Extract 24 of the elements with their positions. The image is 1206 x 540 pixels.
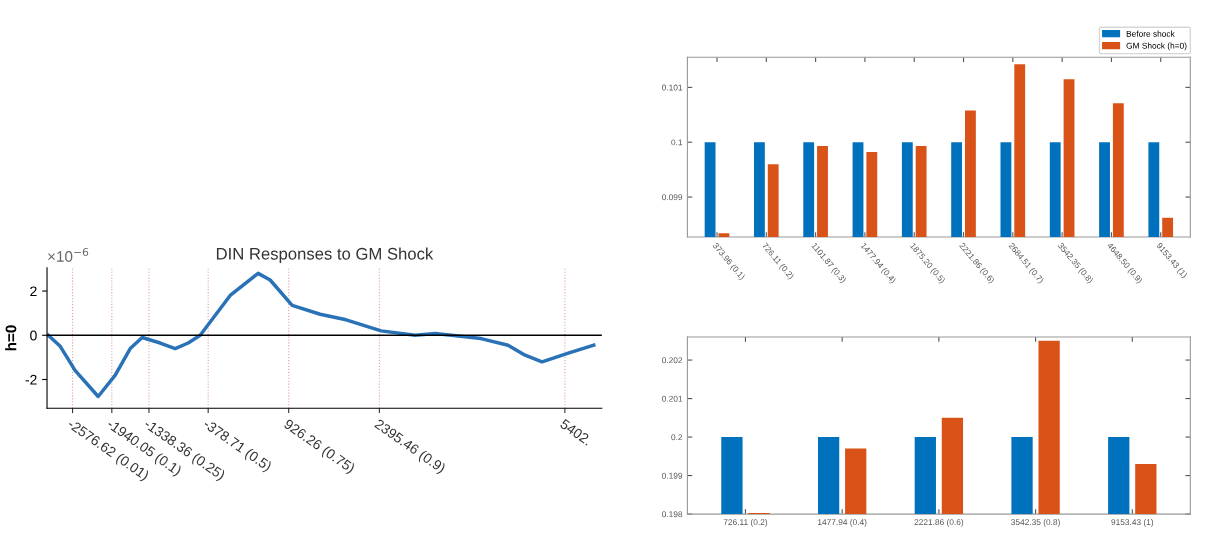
x-tick-label: 726.11 (0.2) [723,518,768,527]
legend-label: Before shock [1126,30,1175,37]
y-tick-label: 0.198 [662,511,683,518]
x-tick-label: 9153.43 (1) [1111,518,1154,527]
y-tick-label: 0.099 [662,194,683,201]
y-tick-label: 0.1 [671,139,683,146]
y-tick-label: 0.2 [671,434,683,441]
y-tick-label: -2 [25,374,37,385]
y-tick-label: 0.199 [662,472,683,479]
y-tick-label: 0.101 [662,84,683,91]
line-series [47,271,596,399]
legend-label: GM Shock (h=0) [1126,42,1187,51]
x-tick-label: 3542.35 (0.8) [1011,518,1060,527]
y-tick-label: 0.202 [662,357,683,364]
text: ×10$^{−6}$ [48,247,89,262]
y-tick-label: 0 [30,330,37,341]
text: (0.5) [243,447,273,474]
x-tick-label: 1477.94 (0.4) [818,518,867,527]
y-tick-label: 0.201 [662,395,683,402]
y-tick-label: 2 [30,286,37,297]
y-axis-title: h=0 [5,325,17,351]
chart-title: DIN Responses to GM Shock [216,247,434,263]
text: (0.9) [416,449,447,476]
x-tick-label: 2221.86 (0.6) [914,518,964,527]
